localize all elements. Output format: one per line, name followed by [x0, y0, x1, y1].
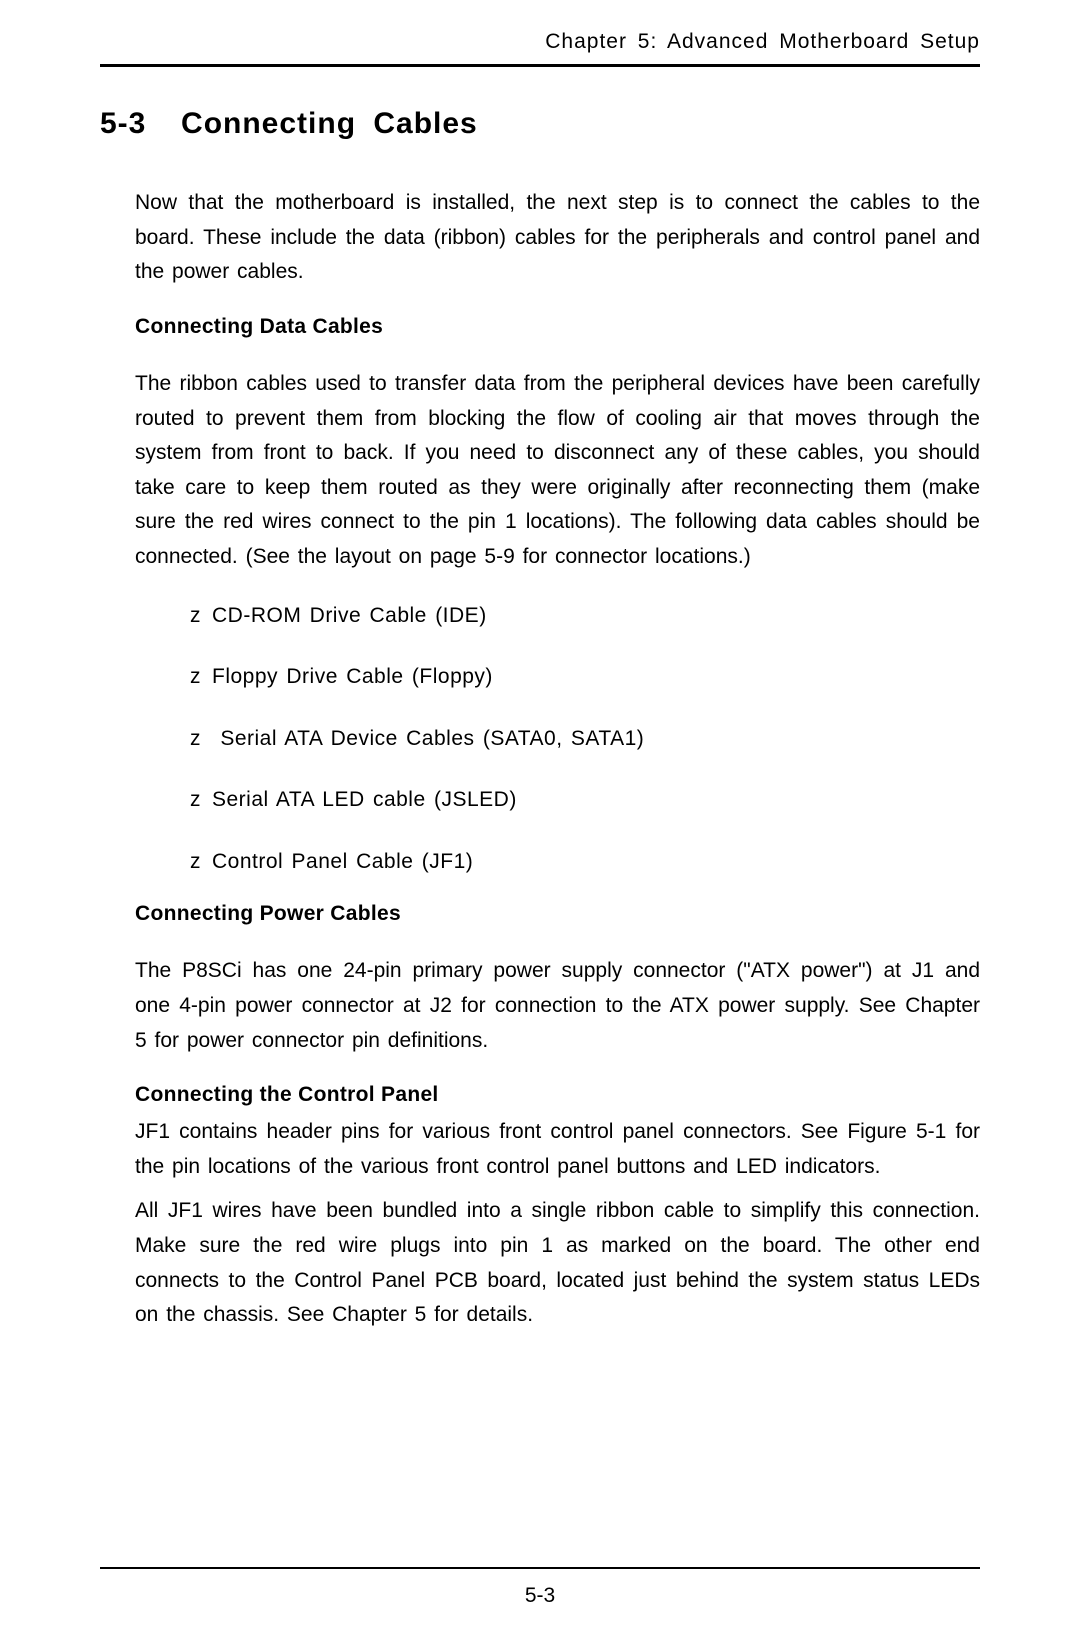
power-cables-heading: Connecting Power Cables — [135, 902, 980, 926]
data-cables-paragraph: The ribbon cables used to transfer data … — [135, 367, 980, 575]
list-item: zCD-ROM Drive Cable (IDE) — [190, 600, 980, 632]
bottom-rule — [100, 1567, 980, 1569]
list-item: z Serial ATA Device Cables (SATA0, SATA1… — [190, 723, 980, 755]
control-panel-paragraph-2: All JF1 wires have been bundled into a s… — [135, 1194, 980, 1333]
intro-paragraph: Now that the motherboard is installed, t… — [135, 186, 980, 290]
page-number: 5-3 — [100, 1584, 980, 1608]
list-item-label: Serial ATA LED cable (JSLED) — [212, 788, 517, 811]
list-item: zFloppy Drive Cable (Floppy) — [190, 661, 980, 693]
chapter-header: Chapter 5: Advanced Motherboard Setup — [100, 30, 980, 54]
data-cables-heading: Connecting Data Cables — [135, 315, 980, 339]
list-item-label: Serial ATA Device Cables (SATA0, SATA1) — [212, 727, 644, 750]
bullet-icon: z — [190, 723, 212, 755]
list-item: zSerial ATA LED cable (JSLED) — [190, 784, 980, 816]
section-title: 5-3 Connecting Cables — [100, 107, 980, 141]
control-panel-heading: Connecting the Control Panel — [135, 1083, 980, 1107]
cable-list: zCD-ROM Drive Cable (IDE) zFloppy Drive … — [190, 600, 980, 878]
control-panel-paragraph-1: JF1 contains header pins for various fro… — [135, 1115, 980, 1184]
page: Chapter 5: Advanced Motherboard Setup 5-… — [0, 0, 1080, 1650]
page-footer: 5-3 — [100, 1567, 980, 1608]
bullet-icon: z — [190, 784, 212, 816]
bullet-icon: z — [190, 661, 212, 693]
section-number: 5-3 — [100, 107, 146, 140]
power-cables-paragraph: The P8SCi has one 24-pin primary power s… — [135, 954, 980, 1058]
list-item: zControl Panel Cable (JF1) — [190, 846, 980, 878]
bullet-icon: z — [190, 846, 212, 878]
list-item-label: Control Panel Cable (JF1) — [212, 850, 473, 873]
top-rule — [100, 64, 980, 67]
section-name: Connecting Cables — [181, 107, 478, 140]
list-item-label: CD-ROM Drive Cable (IDE) — [212, 604, 487, 627]
body-block: Now that the motherboard is installed, t… — [135, 186, 980, 1333]
bullet-icon: z — [190, 600, 212, 632]
list-item-label: Floppy Drive Cable (Floppy) — [212, 665, 493, 688]
